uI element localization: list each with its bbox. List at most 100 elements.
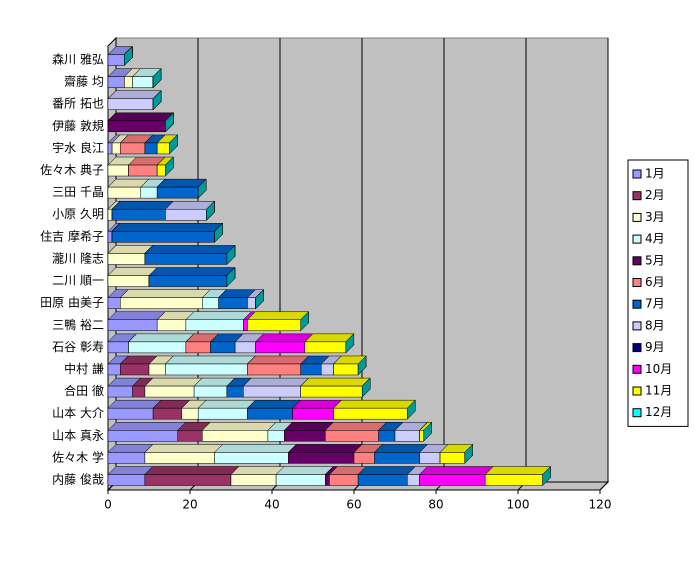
bar-front [214,452,289,464]
bar-front [144,474,232,486]
bar-front [107,231,113,243]
bar-top [246,355,310,365]
x-tick-label: 120 [589,498,612,512]
bar-front [218,297,248,309]
bar-front [156,186,199,199]
bar-segment [484,465,552,487]
bar-top [144,245,236,254]
bar-front [107,474,146,486]
bar-segment [214,222,223,243]
legend-swatch [632,321,642,331]
grid-line [599,38,609,491]
bar-segment [287,443,363,464]
bar-top [287,444,363,453]
bar-top [213,444,298,453]
y-tick-label: 宇水 良江 [52,140,104,155]
bar-front [439,452,465,464]
bar-front [107,142,113,155]
bar-front [230,474,277,486]
bar-front [419,430,424,442]
bar-front [288,452,355,464]
bar-segment [407,399,416,420]
bar-front [292,407,334,420]
legend-label: 5月 [645,253,665,267]
bar-top [148,267,236,276]
bar-segment [357,465,416,487]
bar-front [107,253,146,265]
bar-top [107,267,158,276]
bar-top [324,422,388,431]
bar-side [407,399,416,420]
bar-top [254,333,314,343]
bar-top [300,377,371,387]
bar-top [144,444,224,453]
bar-front [202,297,219,309]
bar-front [320,363,334,376]
bar-segment [201,421,277,442]
bar-front [111,142,121,155]
bar-front [156,164,166,177]
bar-segment [275,465,334,487]
bar-front [107,407,154,420]
bar-front [378,430,396,442]
bar-front [107,186,142,199]
y-tick-label: 中村 謙 [64,361,104,376]
bar-segment [213,443,298,464]
bar-side [165,156,174,177]
bar-front [107,275,150,287]
bar-front [156,142,170,155]
bar-front [128,341,187,354]
y-tick-label: 合田 徹 [64,383,104,398]
y-tick-label: 住吉 摩希子 [40,228,104,243]
bar-side [255,289,264,310]
bar-top [484,466,552,475]
bar-front [333,407,408,420]
legend-swatch [632,256,642,266]
bar-front [234,341,256,354]
bar-segment [144,377,203,398]
legend-swatch [632,364,642,374]
legend-label: 6月 [645,275,665,289]
bar-front [107,208,113,221]
bar-top [332,399,416,409]
bar-front [185,341,211,354]
bar-front [275,474,326,486]
bar-front [484,474,543,486]
bar-segment [255,289,264,310]
bar-front [148,363,166,376]
bar-front [144,385,195,398]
legend-swatch [632,408,642,418]
bar-front [132,385,146,398]
bar-segment [119,289,211,310]
bar-top [357,466,416,475]
x-tick-label: 20 [182,498,197,512]
bar-top [156,178,207,188]
bar-segment [165,112,174,133]
y-tick-label: 石谷 彰寿 [52,339,104,354]
bar-top [164,200,216,210]
bar-segment [324,421,388,442]
legend-box [627,159,689,427]
legend-swatch [632,299,642,309]
bar-top [373,444,429,453]
bar-top [107,422,187,431]
bar-front [144,452,215,464]
bar-front [107,319,158,332]
bar-top [201,422,277,431]
bar-segment [107,421,187,442]
bar-front [325,430,379,442]
bar-side [300,311,309,332]
bar-front [357,474,408,486]
bar-front [152,407,183,420]
legend-label: 4月 [645,232,665,246]
y-tick-label: 瀧川 隆志 [52,250,104,265]
bar-top [197,399,257,409]
y-tick-label: 二川 順一 [52,274,104,288]
bar-side [345,333,355,354]
y-tick-label: 小原 久明 [52,207,104,221]
bar-segment [361,377,371,398]
bar-segment [107,112,175,133]
bar-segment [246,355,310,376]
bar-top [111,200,175,210]
bar-front [177,430,203,442]
